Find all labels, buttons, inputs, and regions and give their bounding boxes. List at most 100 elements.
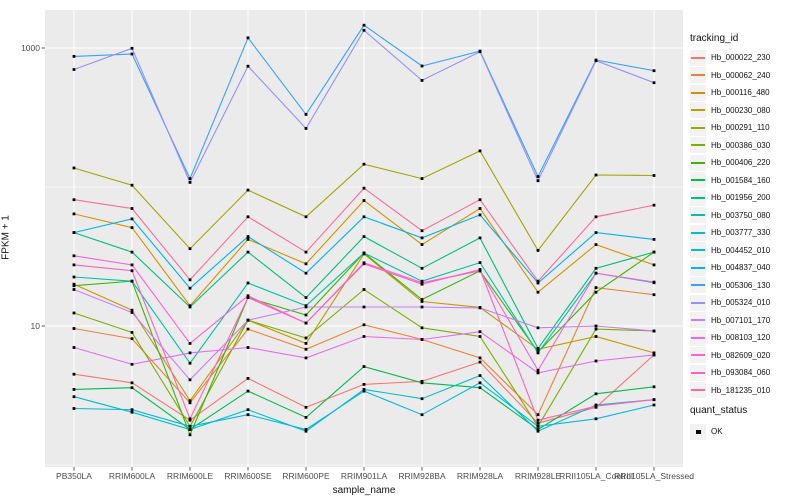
legend-item: Hb_000022_230 bbox=[690, 49, 770, 66]
x-tick-label: RRIM901LA bbox=[340, 471, 388, 481]
x-tick-label: RRIM928LE bbox=[514, 471, 562, 481]
data-point bbox=[72, 166, 76, 170]
x-tick-label: RRIM928LA bbox=[456, 471, 504, 481]
legend-item-label: Hb_000291_110 bbox=[711, 123, 770, 132]
legend-item-label: Hb_001956_200 bbox=[711, 193, 771, 202]
data-point bbox=[72, 275, 76, 279]
legend-key-line-icon bbox=[690, 137, 706, 153]
data-point bbox=[594, 286, 598, 289]
data-point bbox=[188, 417, 192, 421]
data-point bbox=[420, 266, 424, 270]
legend-item: Hb_001956_200 bbox=[690, 189, 770, 206]
data-point bbox=[594, 266, 598, 270]
legend-key-line-icon bbox=[690, 224, 706, 241]
data-point bbox=[72, 198, 76, 202]
data-point bbox=[594, 59, 598, 63]
data-point bbox=[188, 401, 192, 405]
legend-item-label: Hb_003777_330 bbox=[711, 228, 771, 237]
data-point bbox=[246, 408, 250, 412]
data-point bbox=[304, 321, 308, 325]
legend-item: Hb_000406_220 bbox=[690, 154, 770, 171]
legend-item-label: Hb_000022_230 bbox=[711, 53, 771, 62]
data-point bbox=[420, 229, 424, 233]
data-point bbox=[536, 413, 540, 417]
x-tick-label: RRII105LA_Stressed bbox=[614, 471, 694, 481]
data-point bbox=[246, 215, 250, 219]
data-point bbox=[188, 378, 192, 382]
data-point bbox=[72, 55, 76, 58]
legend-item-label: Hb_181235_010 bbox=[711, 385, 771, 395]
data-point bbox=[188, 286, 192, 290]
data-point bbox=[246, 238, 250, 241]
data-point bbox=[188, 433, 192, 437]
legend-key-line-icon bbox=[690, 49, 706, 66]
legend-key-line-icon bbox=[690, 172, 706, 188]
data-point bbox=[594, 271, 598, 275]
legend-item-label: Hb_000230_080 bbox=[711, 105, 771, 115]
data-point bbox=[130, 226, 134, 229]
data-point bbox=[188, 424, 192, 428]
data-point bbox=[72, 311, 76, 315]
legend-key-line-icon bbox=[690, 329, 706, 346]
legend-item: Hb_003750_080 bbox=[690, 207, 770, 224]
data-point bbox=[246, 318, 250, 322]
legend-key-line-icon bbox=[690, 242, 706, 258]
legend-key-line-icon bbox=[690, 312, 706, 328]
data-point bbox=[188, 247, 192, 251]
legend-item: Hb_000116_480 bbox=[690, 84, 770, 101]
data-point bbox=[594, 231, 598, 234]
data-point bbox=[130, 250, 134, 254]
legend-key-line-icon bbox=[690, 189, 706, 206]
legend-item: Hb_001584_160 bbox=[690, 172, 770, 189]
data-point bbox=[246, 235, 250, 238]
data-point bbox=[246, 188, 250, 192]
legend-item-label: Hb_003750_080 bbox=[711, 210, 771, 220]
data-point bbox=[362, 162, 366, 166]
data-point bbox=[652, 385, 656, 389]
data-point bbox=[304, 271, 308, 275]
data-point bbox=[478, 386, 482, 390]
data-point bbox=[188, 305, 192, 309]
data-point bbox=[188, 342, 192, 345]
x-tick-label: RRIM928BA bbox=[398, 471, 446, 481]
legend-item: Hb_000386_030 bbox=[690, 137, 770, 154]
legend-item: Hb_181235_010 bbox=[690, 382, 770, 399]
data-point bbox=[536, 368, 540, 372]
data-point bbox=[652, 69, 656, 73]
legend-item: Hb_004452_010 bbox=[690, 242, 770, 259]
data-point bbox=[420, 305, 424, 309]
data-point bbox=[652, 280, 656, 284]
data-point bbox=[652, 353, 656, 357]
data-point bbox=[304, 405, 308, 409]
data-point bbox=[478, 335, 482, 338]
data-point bbox=[420, 381, 424, 385]
data-point bbox=[478, 374, 482, 377]
data-point bbox=[130, 331, 134, 334]
legend-item-label: Hb_005324_010 bbox=[711, 298, 771, 307]
data-point bbox=[420, 243, 424, 246]
data-point bbox=[420, 281, 424, 285]
data-point bbox=[304, 250, 308, 254]
legend-key-line-icon bbox=[690, 84, 706, 101]
data-point bbox=[536, 249, 540, 252]
data-point bbox=[130, 337, 134, 341]
data-point bbox=[246, 377, 250, 380]
data-point bbox=[652, 203, 656, 207]
legend-item: Hb_003777_330 bbox=[690, 224, 770, 241]
data-point bbox=[246, 296, 250, 299]
data-point bbox=[130, 386, 134, 390]
data-point bbox=[362, 23, 366, 27]
data-point bbox=[188, 177, 192, 180]
data-point bbox=[652, 238, 656, 241]
data-point bbox=[420, 282, 424, 286]
legend-key-line-icon bbox=[690, 102, 706, 118]
data-point bbox=[478, 356, 482, 360]
data-point bbox=[652, 293, 656, 297]
legend-key-line-icon bbox=[690, 347, 706, 363]
legend-item: Hb_007101_170 bbox=[690, 312, 770, 329]
data-point bbox=[130, 362, 134, 366]
legend-item: Hb_093084_060 bbox=[690, 364, 770, 381]
legend-item-label: Hb_082609_020 bbox=[711, 350, 771, 360]
data-point bbox=[652, 329, 656, 333]
legend-item-label: Hb_004837_040 bbox=[711, 263, 771, 272]
